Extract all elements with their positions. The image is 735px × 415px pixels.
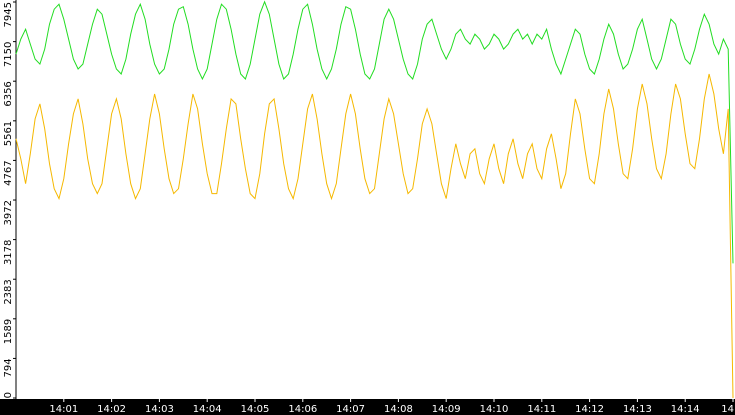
y-tick-label: 7150 (3, 42, 14, 67)
y-tick-label: 3178 (3, 240, 14, 265)
y-tick-label: 0 (3, 392, 14, 398)
y-tick-label: 7945 (3, 2, 14, 27)
y-tick-label: 6356 (3, 81, 14, 106)
y-tick-label: 794 (3, 358, 14, 377)
x-tick-label: 14:02 (97, 404, 126, 415)
x-tick-label: 14:09 (432, 404, 461, 415)
series-line (15, 0, 734, 264)
y-tick-label: 3972 (3, 200, 14, 225)
x-axis-band (0, 399, 735, 415)
y-tick-label: 5561 (3, 121, 14, 146)
x-tick-label: 14:04 (193, 404, 222, 415)
x-tick-label: 14 (721, 404, 734, 415)
x-tick-label: 14:08 (384, 404, 413, 415)
x-tick-label: 14:03 (145, 404, 174, 415)
y-tick-label: 4767 (3, 160, 14, 185)
x-tick-label: 14:11 (527, 404, 556, 415)
x-tick-label: 14:13 (623, 404, 652, 415)
x-tick-label: 14:06 (288, 404, 317, 415)
series-line (15, 73, 734, 399)
x-tick-label: 14:01 (49, 404, 78, 415)
x-tick-label: 14:10 (480, 404, 509, 415)
x-tick-label: 14:05 (241, 404, 270, 415)
x-tick-label: 14:07 (336, 404, 365, 415)
x-tick-label: 14:12 (575, 404, 604, 415)
y-tick-label: 2383 (3, 279, 14, 304)
y-tick-label: 1589 (3, 319, 14, 344)
x-tick-label: 14:14 (671, 404, 700, 415)
